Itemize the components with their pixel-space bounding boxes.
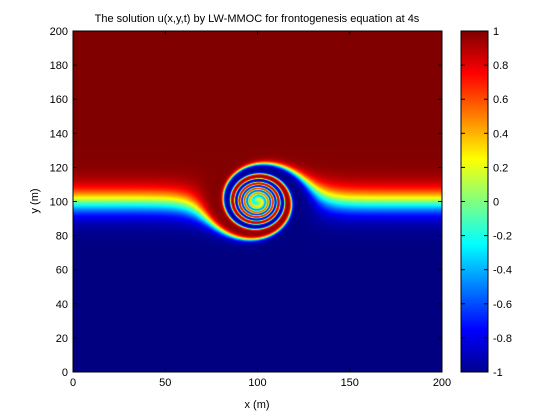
colorbar-tick-label: 0.4: [493, 128, 508, 140]
y-tick-label: 120: [50, 162, 68, 174]
colorbar-ticks: 1 0.8 0.6 0.4 0.2 0 -0.2 -0.4 -0.6 -0.8 -1: [461, 26, 512, 379]
x-tick-label: 50: [159, 377, 171, 389]
y-tick-label: 100: [50, 197, 68, 209]
y-tick-label: 60: [56, 265, 68, 277]
colorbar-tick-label: 0.6: [493, 94, 508, 106]
y-tick-label: 80: [56, 231, 68, 243]
chart-title: The solution u(x,y,t) by LW-MMOC for fro…: [95, 13, 420, 25]
y-axis-label: y (m): [29, 188, 41, 213]
y-tick-label: 200: [50, 26, 68, 38]
colorbar-tick-label: 0.8: [493, 60, 508, 72]
heatmap-field: [73, 31, 442, 372]
y-axis: 0 20 40 60 80 100 120 140 160 180 200: [50, 26, 442, 379]
colorbar-tick-label: -0.8: [493, 333, 512, 345]
y-tick-label: 180: [50, 60, 68, 72]
x-tick-label: 100: [248, 377, 266, 389]
colorbar-tick-label: -1: [493, 367, 503, 379]
colorbar-gradient: [460, 30, 489, 373]
plot-area: [72, 30, 443, 373]
y-tick-label: 140: [50, 128, 68, 140]
colorbar-tick-label: 0: [493, 197, 499, 209]
x-tick-label: 200: [433, 377, 451, 389]
y-tick-label: 160: [50, 94, 68, 106]
colorbar-tick-label: -0.2: [493, 231, 512, 243]
y-tick-label: 20: [56, 333, 68, 345]
colorbar: 1 0.8 0.6 0.4 0.2 0 -0.2 -0.4 -0.6 -0.8 -1: [460, 26, 512, 379]
x-tick-label: 150: [341, 377, 359, 389]
y-tick-label: 40: [56, 299, 68, 311]
colorbar-tick-label: 0.2: [493, 162, 508, 174]
x-tick-label: 0: [70, 377, 76, 389]
x-axis: 0 50 100 150 200: [70, 31, 451, 389]
x-axis-label: x (m): [244, 399, 269, 411]
colorbar-tick-label: -0.4: [493, 265, 512, 277]
y-tick-label: 0: [62, 367, 68, 379]
colorbar-tick-label: -0.6: [493, 299, 512, 311]
colorbar-tick-label: 1: [493, 26, 499, 38]
